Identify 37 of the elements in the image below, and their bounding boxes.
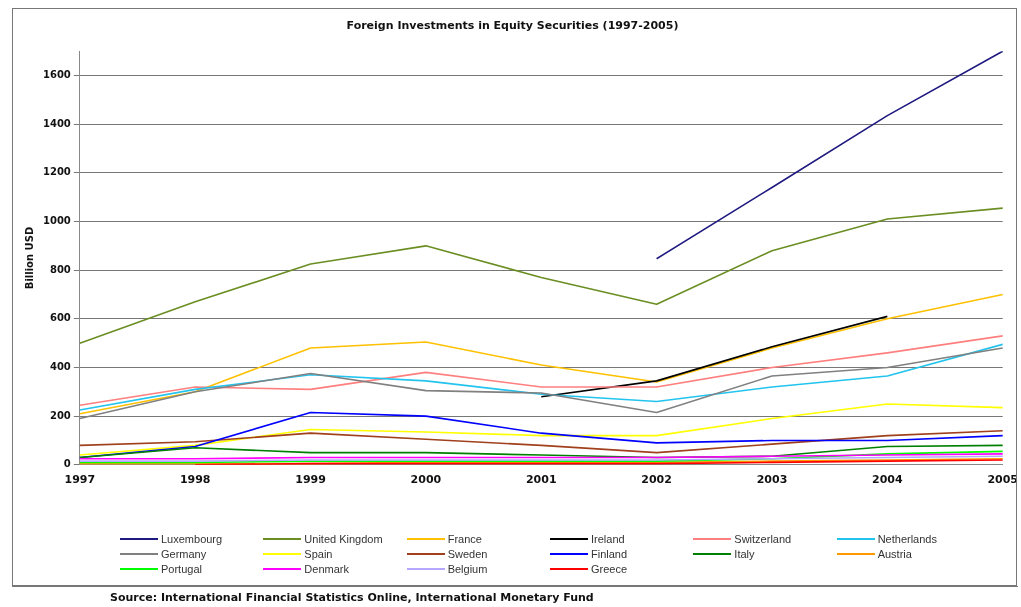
legend-label: Netherlands (877, 533, 937, 545)
y-tick-label: 0 (63, 458, 71, 470)
legend-label: France (447, 533, 482, 545)
y-tick-label: 800 (49, 263, 71, 275)
legend-label: Austria (877, 548, 912, 560)
legend-label: Switzerland (734, 533, 792, 545)
x-tick-label: 2003 (756, 473, 788, 487)
y-tick-label: 400 (49, 361, 71, 373)
chart-title: Foreign Investments in Equity Securities (1997-2005) (346, 19, 679, 33)
y-tick-label: 600 (49, 312, 71, 324)
legend-label: Portugal (161, 563, 202, 575)
y-tick-label: 1000 (42, 215, 71, 227)
legend-label: Belgium (447, 563, 488, 575)
legend-label: Sweden (447, 548, 488, 560)
x-tick-label: 2000 (410, 473, 442, 487)
legend-label: Luxembourg (161, 533, 223, 545)
legend-label: Ireland (590, 533, 625, 545)
source-note: Source: International Financial Statistics Online, International Monetary Fund (110, 591, 594, 604)
y-tick-label: 200 (49, 409, 71, 421)
legend-label: Italy (734, 548, 755, 560)
legend-label: Finland (590, 548, 628, 560)
legend-label: United Kingdom (304, 533, 383, 545)
y-tick-label: 1200 (42, 166, 71, 178)
x-tick-label: 2002 (641, 473, 672, 487)
x-tick-label: 1997 (64, 473, 96, 487)
x-tick-label: 1998 (179, 473, 211, 487)
y-tick-label: 1400 (42, 117, 71, 129)
legend-label: Denmark (304, 563, 349, 575)
legend-label: Greece (590, 563, 628, 575)
legend-label: Germany (161, 548, 207, 560)
x-tick-label: 2001 (525, 473, 557, 487)
x-tick-label: 2004 (872, 473, 903, 487)
y-axis-title: Billion USD (23, 226, 35, 290)
x-tick-label: 1999 (295, 473, 326, 487)
y-tick-label: 1600 (42, 69, 71, 81)
legend-label: Spain (304, 548, 333, 560)
x-tick-label: 2005 (987, 473, 1018, 487)
